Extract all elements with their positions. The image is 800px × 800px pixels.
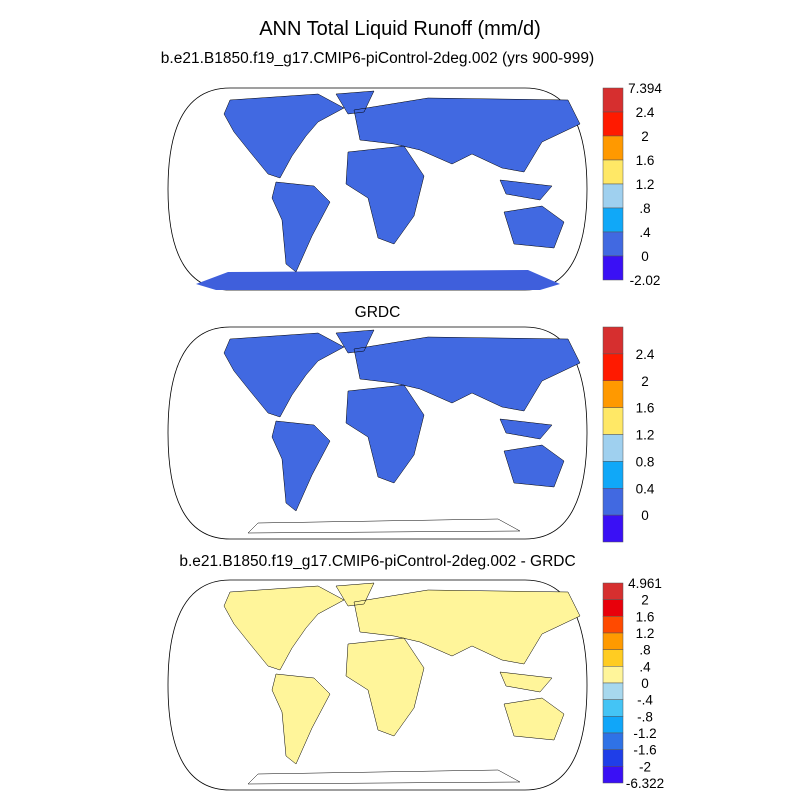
colorbar-label: 2.4: [636, 105, 655, 120]
colorbar-label: 0: [641, 508, 649, 523]
colorbar-box: [602, 255, 624, 281]
colorbar-label: 2.4: [636, 347, 655, 362]
colorbar-box: [602, 326, 624, 355]
colorbar-label: 1.2: [636, 626, 655, 641]
colorbar-box: [602, 766, 624, 784]
colorbar-box: [602, 716, 624, 734]
colorbar-box: [602, 488, 624, 516]
colorbar-label: 0.8: [636, 454, 655, 469]
colorbar-panel-3: 4.961 21.6 1.2 .8.4 0 -.4-.8 -1.2 -1.6-2 -6.322: [602, 576, 664, 791]
colorbar-box: [602, 649, 624, 667]
colorbar-box: [602, 135, 624, 161]
colorbar-label: -.8: [637, 709, 653, 724]
colorbar-label: -6.322: [626, 776, 664, 791]
colorbar-box: [602, 111, 624, 137]
colorbar-label: -1.6: [633, 743, 656, 758]
colorbar-label: -.4: [637, 693, 653, 708]
colorbar-label: 1.6: [636, 153, 655, 168]
colorbar-label: -2: [639, 759, 651, 774]
colorbar-label: 0: [641, 249, 649, 264]
colorbar-box: [602, 231, 624, 257]
colorbar-box: [602, 666, 624, 684]
colorbar-box: [602, 353, 624, 381]
colorbar-label: -2.02: [630, 273, 661, 288]
colorbar-box: [602, 207, 624, 233]
colorbar-box: [602, 732, 624, 750]
map-panel-1: [167, 87, 588, 291]
colorbar-label: 1.2: [636, 177, 655, 192]
colorbar-box: [602, 699, 624, 717]
colorbar-label: .8: [639, 643, 650, 658]
colorbar-label: -1.2: [633, 726, 656, 741]
panel-1-title: b.e21.B1850.f19_g17.CMIP6-piControl-2deg…: [160, 50, 595, 67]
colorbar-label: 1.6: [636, 609, 655, 624]
colorbar-box: [602, 682, 624, 700]
panel-2-title: GRDC: [354, 304, 401, 321]
panel-3-title: b.e21.B1850.f19_g17.CMIP6-piControl-2deg…: [179, 553, 576, 570]
colorbar-box: [602, 407, 624, 435]
colorbar-box: [602, 434, 624, 462]
colorbar-label: 0.4: [636, 481, 655, 496]
colorbar-box: [602, 380, 624, 408]
colorbar-label: 7.394: [628, 81, 662, 96]
colorbar-panel-1: 7.394 2.4 2 1.6 1.2 .8 .4 0 -2.02: [602, 81, 662, 288]
colorbar-box: [602, 749, 624, 767]
colorbar-label: 0: [641, 676, 649, 691]
colorbar-box: [602, 599, 624, 617]
colorbar-label: 2: [641, 374, 649, 389]
colorbar-label: 1.2: [636, 428, 655, 443]
colorbar-box: [602, 159, 624, 185]
map-panel-3: [167, 579, 588, 791]
colorbar-box: [602, 632, 624, 650]
colorbar-panel-2: 2.4 2 1.6 1.2 0.8 0.4 0: [602, 326, 655, 543]
colorbar-label: 2: [641, 129, 649, 144]
figure-title: ANN Total Liquid Runoff (mm/d): [259, 18, 541, 40]
colorbar-label: 1.6: [636, 401, 655, 416]
colorbar-box: [602, 582, 624, 600]
colorbar-label: 2: [641, 593, 649, 608]
colorbar-box: [602, 616, 624, 634]
map-panel-2: [167, 326, 588, 540]
colorbar-box: [602, 183, 624, 209]
antarctica-outline: [247, 518, 521, 534]
colorbar-label: .4: [639, 659, 651, 674]
colorbar-label: .8: [639, 201, 650, 216]
antarctica-outline: [247, 769, 521, 785]
antarctica-runoff: [196, 270, 560, 290]
colorbar-label: 4.961: [628, 576, 662, 591]
colorbar-label: .4: [639, 225, 651, 240]
colorbar-box: [602, 87, 624, 113]
colorbar-box: [602, 461, 624, 489]
colorbar-box: [602, 514, 624, 543]
